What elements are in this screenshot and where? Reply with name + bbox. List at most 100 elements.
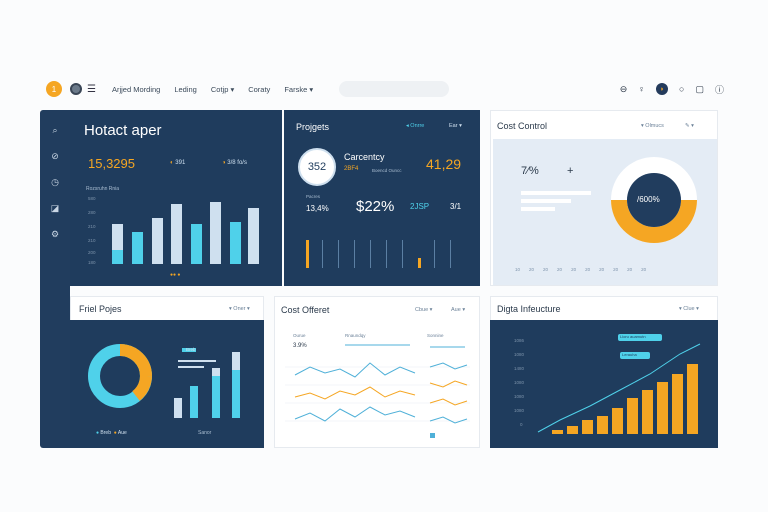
card-title: Cost Offeret — [281, 305, 330, 315]
bar — [190, 386, 198, 418]
card-digta-header: Digta Infeucture ▾ Clue ▾ — [490, 296, 718, 320]
bar — [191, 224, 202, 264]
card-digta: 1086 1080 1480 1080 1080 1080 0 Lloru au… — [490, 320, 718, 448]
nav-item-2[interactable]: Leding — [174, 84, 197, 94]
sub-label: Rozsruhn Rnia — [86, 186, 120, 192]
range-dropdown[interactable]: ▾ Olmucs — [641, 123, 664, 129]
link-icon[interactable]: ⊘ — [51, 151, 59, 161]
range-dropdown[interactable]: ▾ Clue ▾ — [679, 306, 699, 312]
bar — [152, 218, 163, 264]
y-label: 200 — [88, 250, 96, 255]
bar — [171, 204, 182, 264]
pin-icon[interactable]: ♀ — [638, 84, 646, 94]
search-input[interactable] — [339, 81, 450, 97]
y-label: 580 — [88, 196, 96, 201]
stat-2: 3/8 fo/s — [227, 160, 247, 166]
kpi-label: Carcentcy — [344, 152, 385, 162]
plus-icon[interactable]: + — [567, 165, 574, 177]
line-charts — [285, 344, 470, 438]
bar — [582, 420, 593, 434]
growth-line — [537, 343, 701, 433]
x-axis: 10 20 20 20 20 20 20 20 20 20 — [515, 267, 647, 272]
kpi-sub-b: Boencd Ouncc — [372, 168, 402, 173]
bar — [132, 232, 143, 264]
mini-value: 13,4% — [306, 204, 329, 213]
bar — [248, 208, 259, 264]
bar — [174, 398, 182, 418]
card-title: Friel Pojes — [79, 304, 122, 314]
search-icon[interactable]: ○ — [679, 84, 685, 94]
year-dropdown[interactable]: Ear ▾ — [449, 123, 462, 129]
stat-1: 391 — [175, 160, 186, 166]
big-value: 15,3295 — [88, 156, 135, 171]
bar — [567, 426, 578, 434]
bar — [112, 224, 123, 264]
legend: ●● ● — [170, 272, 181, 278]
legend-breb: Breb — [100, 430, 111, 436]
donut-label: /600% — [637, 195, 660, 204]
y-label: 210 — [88, 224, 96, 229]
value-b: 2JSP — [410, 202, 430, 211]
gear-icon[interactable]: ⚙ — [50, 229, 60, 239]
nav-item-4[interactable]: Coraty — [248, 84, 271, 94]
settings-icon[interactable]: ⊖ — [619, 83, 628, 94]
card-hotact: Hotact aper 15,3295 ◐ 391 ◑ 3/8 fo/s Roz… — [70, 110, 282, 286]
y-label: 280 — [88, 210, 96, 215]
bar — [418, 258, 421, 268]
card-title: Digta Infeucture — [497, 304, 561, 314]
bar — [657, 382, 668, 434]
nav-item-3[interactable]: Cotjp ▾ — [210, 84, 235, 94]
tooltip-1: Lloru auamutn — [618, 334, 662, 341]
bar — [687, 364, 698, 434]
card-title: Projgets — [296, 122, 330, 132]
card-title: Cost Control — [497, 121, 548, 131]
col1-head: Ourue — [293, 333, 306, 338]
doc-icon[interactable]: ▢ — [695, 83, 704, 94]
top-nav: Arjjed Mording Leding Cotjp ▾ Coraty Far… — [112, 85, 313, 94]
search-icon[interactable]: ⌕ — [52, 125, 58, 135]
avatar[interactable] — [70, 83, 82, 95]
card-cost-control: Cost Control ▾ Olmucs ✎ ▾ 7⁄% + /600% 10… — [490, 110, 718, 286]
aue-dropdown[interactable]: Aue ▾ — [451, 307, 466, 313]
bar — [642, 390, 653, 434]
footer-label: Sanor — [198, 430, 212, 436]
ring-chart — [88, 344, 152, 408]
y-label: 210 — [88, 238, 96, 243]
card-friel: Breb ● Breb ● Aue Sanor — [70, 320, 264, 448]
kpi-sub-a: 2BF4 — [344, 166, 359, 172]
pct-value: 7⁄% — [521, 165, 539, 177]
value-c: 3/1 — [450, 202, 462, 211]
card-projects: Projgets ◂ Onrre Ear ▾ 352 Carcentcy 2BF… — [284, 110, 480, 286]
card-title: Hotact aper — [84, 122, 162, 139]
top-icons: ⊖ ♀ ◗ ○ ▢ ⓘ — [620, 83, 724, 96]
cbue-dropdown[interactable]: Cbue ▾ — [415, 307, 433, 313]
notification-badge[interactable]: 1 — [46, 81, 62, 97]
bar — [212, 374, 220, 418]
bar — [230, 222, 241, 264]
legend-a: Breb — [186, 347, 196, 352]
folder-icon[interactable]: ◪ — [50, 203, 60, 213]
col1-value: 3.9% — [293, 343, 307, 349]
sidebar: ⌕ ⊘ ◷ ◪ ⚙ — [40, 110, 70, 448]
range-dropdown[interactable]: ▾ Oner ▾ — [229, 306, 250, 312]
profile-icon[interactable]: ◗ — [656, 83, 669, 95]
menu-icon[interactable]: ☰ — [87, 83, 96, 95]
nav-item-1[interactable]: Arjjed Mording — [111, 84, 161, 94]
bar — [597, 416, 608, 434]
clock-icon[interactable]: ◷ — [51, 177, 59, 187]
kpi-value: 41,29 — [426, 156, 462, 172]
col3-head: Sonnine — [427, 333, 444, 338]
bar — [672, 374, 683, 434]
bar — [306, 240, 309, 268]
bar — [612, 408, 623, 434]
col2-head: Rnaundqy — [345, 333, 366, 338]
tooltip-2: Lerauha — [620, 352, 650, 359]
bar — [627, 398, 638, 434]
range-dropdown[interactable]: ◂ Onrre — [406, 123, 425, 129]
bar — [112, 250, 123, 264]
bar — [232, 352, 240, 418]
info-icon[interactable]: ⓘ — [714, 84, 724, 95]
edit-dropdown[interactable]: ✎ ▾ — [685, 123, 694, 129]
nav-item-5[interactable]: Farske ▾ — [284, 84, 314, 94]
